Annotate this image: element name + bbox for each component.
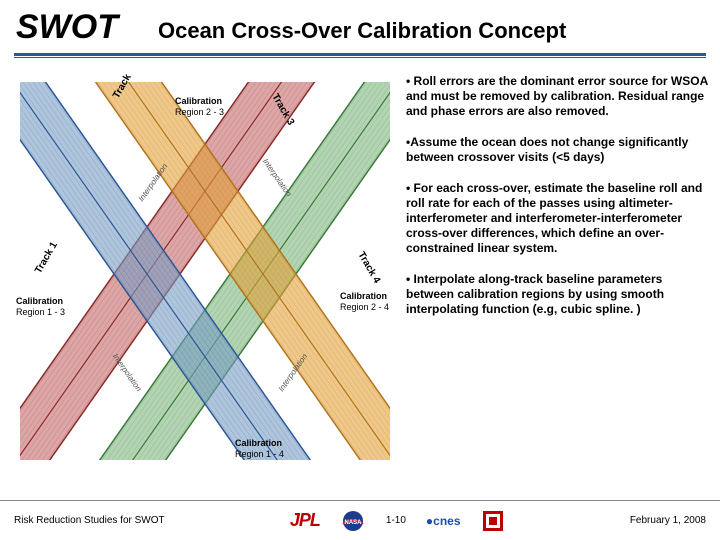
page-number: 1-10 [386,515,406,526]
svg-text:Region 2 - 3: Region 2 - 3 [175,107,224,117]
cnes-logo: ●cnes [426,514,461,528]
nasa-logo-icon: NASA [340,510,366,532]
bullet-2: •Assume the ocean does not change signif… [406,135,710,165]
svg-text:NASA: NASA [344,520,362,526]
svg-text:Calibration: Calibration [235,438,282,448]
svg-text:Track 4: Track 4 [355,250,382,286]
crossover-diagram: Track 1Track 2Track 3Track 4CalibrationR… [10,74,400,468]
bullet-1: • Roll errors are the dominant error sou… [406,74,710,119]
footer: Risk Reduction Studies for SWOT JPL NASA… [0,500,720,540]
cnes-text: cnes [433,514,460,528]
svg-text:Track 1: Track 1 [33,240,60,276]
footer-date: February 1, 2008 [630,515,706,526]
svg-text:Region 2 - 4: Region 2 - 4 [340,302,389,312]
svg-text:Calibration: Calibration [340,291,387,301]
jpl-logo: JPL [290,510,320,531]
svg-text:Region 1 - 4: Region 1 - 4 [235,449,284,459]
svg-text:Interpolation: Interpolation [137,161,170,203]
page-title: Ocean Cross-Over Calibration Concept [158,18,704,44]
footer-logos: JPL NASA 1-10 ●cnes [183,509,612,533]
bullet-list: • Roll errors are the dominant error sou… [406,74,710,468]
ohio-state-logo-icon [481,509,505,533]
svg-text:Calibration: Calibration [175,96,222,106]
header-divider [14,53,706,56]
svg-text:Interpolation: Interpolation [111,352,144,394]
svg-text:Region 1 - 3: Region 1 - 3 [16,307,65,317]
bullet-4: • Interpolate along-track baseline param… [406,272,710,317]
footer-left-text: Risk Reduction Studies for SWOT [14,515,165,526]
svg-text:Calibration: Calibration [16,296,63,306]
swot-logo: SWOT [16,8,118,47]
svg-text:Interpolation: Interpolation [261,157,294,199]
bullet-3: • For each cross-over, estimate the base… [406,181,710,256]
